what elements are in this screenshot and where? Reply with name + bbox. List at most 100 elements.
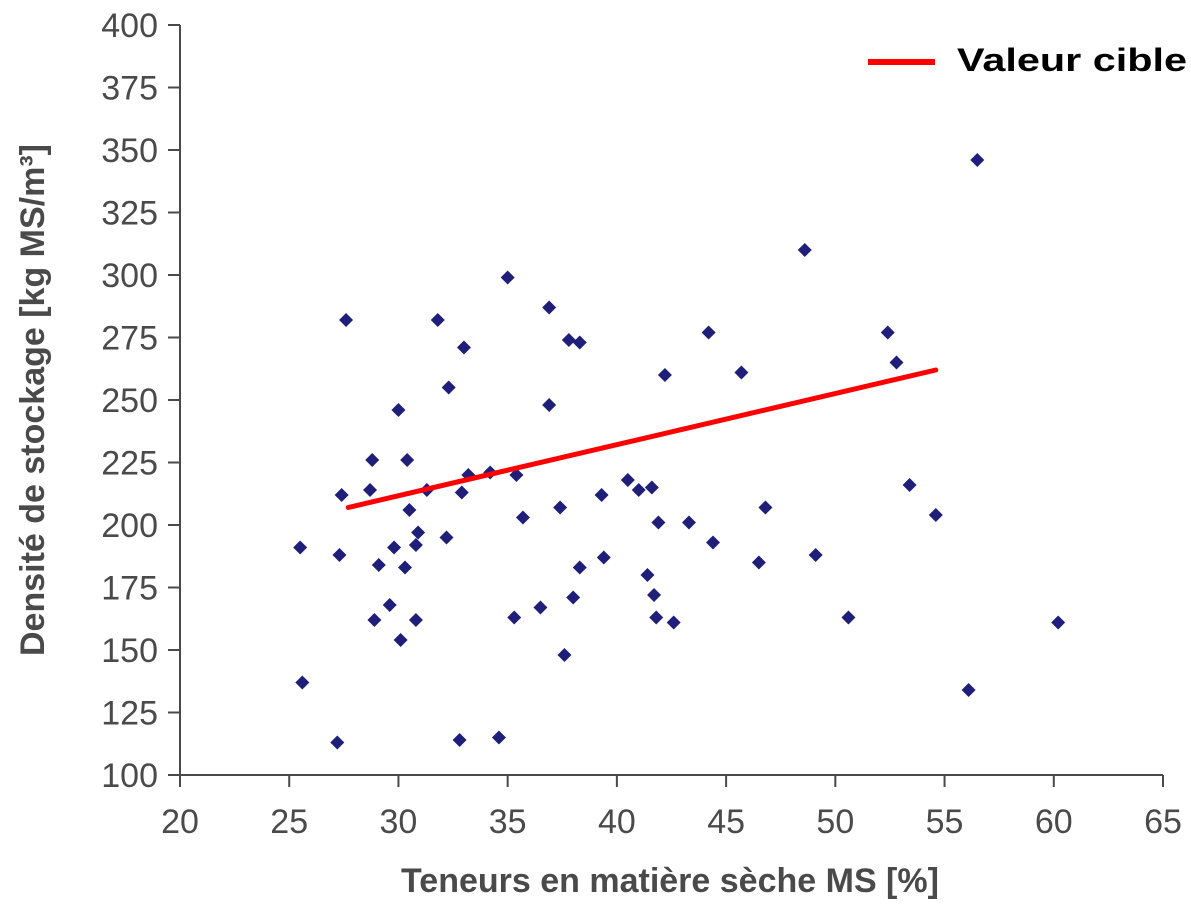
data-point <box>408 538 423 552</box>
data-point <box>542 398 557 412</box>
data-point <box>533 600 548 615</box>
data-point <box>557 648 572 662</box>
data-point <box>509 468 524 482</box>
data-point <box>507 610 522 625</box>
data-point <box>500 270 515 285</box>
x-tick-label: 50 <box>816 803 854 841</box>
data-point <box>1051 615 1066 630</box>
data-point <box>797 243 812 257</box>
data-points <box>293 153 1066 750</box>
data-point <box>647 588 662 602</box>
data-point <box>332 548 347 562</box>
y-tick-label: 325 <box>101 195 158 233</box>
data-point <box>572 335 587 350</box>
y-tick-label: 300 <box>101 257 158 295</box>
data-point <box>657 368 672 382</box>
x-tick-label: 35 <box>489 803 527 841</box>
y-tick-label: 250 <box>101 382 158 420</box>
data-point <box>452 733 467 747</box>
data-point <box>631 483 646 497</box>
data-point <box>363 483 378 497</box>
data-point <box>456 340 471 355</box>
data-point <box>295 675 310 690</box>
x-tick-label: 45 <box>707 803 745 841</box>
x-tick-label: 55 <box>926 803 964 841</box>
data-point <box>889 355 904 370</box>
y-tick-label: 125 <box>101 695 158 733</box>
data-point <box>491 730 506 745</box>
x-tick-label: 25 <box>270 803 308 841</box>
x-tick-label: 30 <box>380 803 418 841</box>
data-point <box>454 485 469 500</box>
data-point <box>293 540 308 555</box>
data-point <box>561 333 576 347</box>
trend-line-group <box>345 367 939 510</box>
data-point <box>515 510 530 525</box>
y-tick-label: 275 <box>101 320 158 358</box>
data-point <box>808 548 823 562</box>
y-tick-label: 375 <box>101 70 158 108</box>
y-tick-labels: 100 125 150 175 200 225 250 275 300 325 350 375 400 <box>101 7 158 795</box>
data-point <box>391 403 406 417</box>
x-tick-label: 65 <box>1144 803 1182 841</box>
data-point <box>441 380 456 395</box>
data-point <box>339 313 354 327</box>
data-point <box>706 535 721 550</box>
data-point <box>928 508 943 522</box>
data-point <box>387 540 402 555</box>
x-tick-label: 60 <box>1035 803 1073 841</box>
data-point <box>681 515 696 530</box>
data-point <box>566 590 581 605</box>
y-tick-label: 400 <box>101 7 158 45</box>
data-point <box>644 480 659 495</box>
data-point <box>411 525 426 540</box>
y-tick-label: 200 <box>101 507 158 545</box>
y-tick-label: 150 <box>101 632 158 670</box>
data-point <box>651 515 666 530</box>
data-point <box>666 615 681 630</box>
x-axis-title: Teneurs en matière sèche MS [%] <box>401 862 939 900</box>
axes <box>168 24 1164 787</box>
x-tick-label: 20 <box>161 803 199 841</box>
data-point <box>841 610 856 625</box>
x-tick-labels: 20 25 30 35 40 45 50 55 60 65 <box>161 803 1182 841</box>
data-point <box>334 488 349 502</box>
data-point <box>620 473 635 487</box>
data-point <box>382 598 397 612</box>
data-point <box>970 153 985 167</box>
data-point <box>758 500 773 515</box>
trend-line <box>345 367 939 510</box>
data-point <box>365 453 380 467</box>
data-point <box>430 313 445 327</box>
data-point <box>367 613 382 627</box>
y-axis-title: Densité de stockage [kg MS/m³] <box>14 144 52 656</box>
data-point <box>408 613 423 627</box>
data-point <box>572 560 587 575</box>
x-tick-label: 40 <box>598 803 636 841</box>
data-point <box>330 735 345 750</box>
data-point <box>594 488 609 502</box>
data-point <box>596 550 611 565</box>
data-point <box>397 560 412 575</box>
data-point <box>701 325 716 340</box>
data-point <box>371 558 386 572</box>
y-tick-label: 350 <box>101 132 158 170</box>
data-point <box>649 610 664 625</box>
y-tick-label: 100 <box>101 757 158 795</box>
data-point <box>902 478 917 492</box>
data-point <box>402 503 417 517</box>
data-point <box>734 365 749 380</box>
y-tick-label: 225 <box>101 445 158 483</box>
data-point <box>640 568 655 582</box>
data-point <box>542 300 557 315</box>
data-point <box>439 530 454 545</box>
legend-label: Valeur cible <box>957 42 1187 78</box>
legend: Valeur cible <box>868 42 1187 78</box>
y-tick-label: 175 <box>101 570 158 608</box>
data-point <box>880 325 895 340</box>
data-point <box>961 683 976 697</box>
data-point <box>400 453 415 467</box>
data-point <box>751 555 766 570</box>
data-point <box>393 633 408 647</box>
